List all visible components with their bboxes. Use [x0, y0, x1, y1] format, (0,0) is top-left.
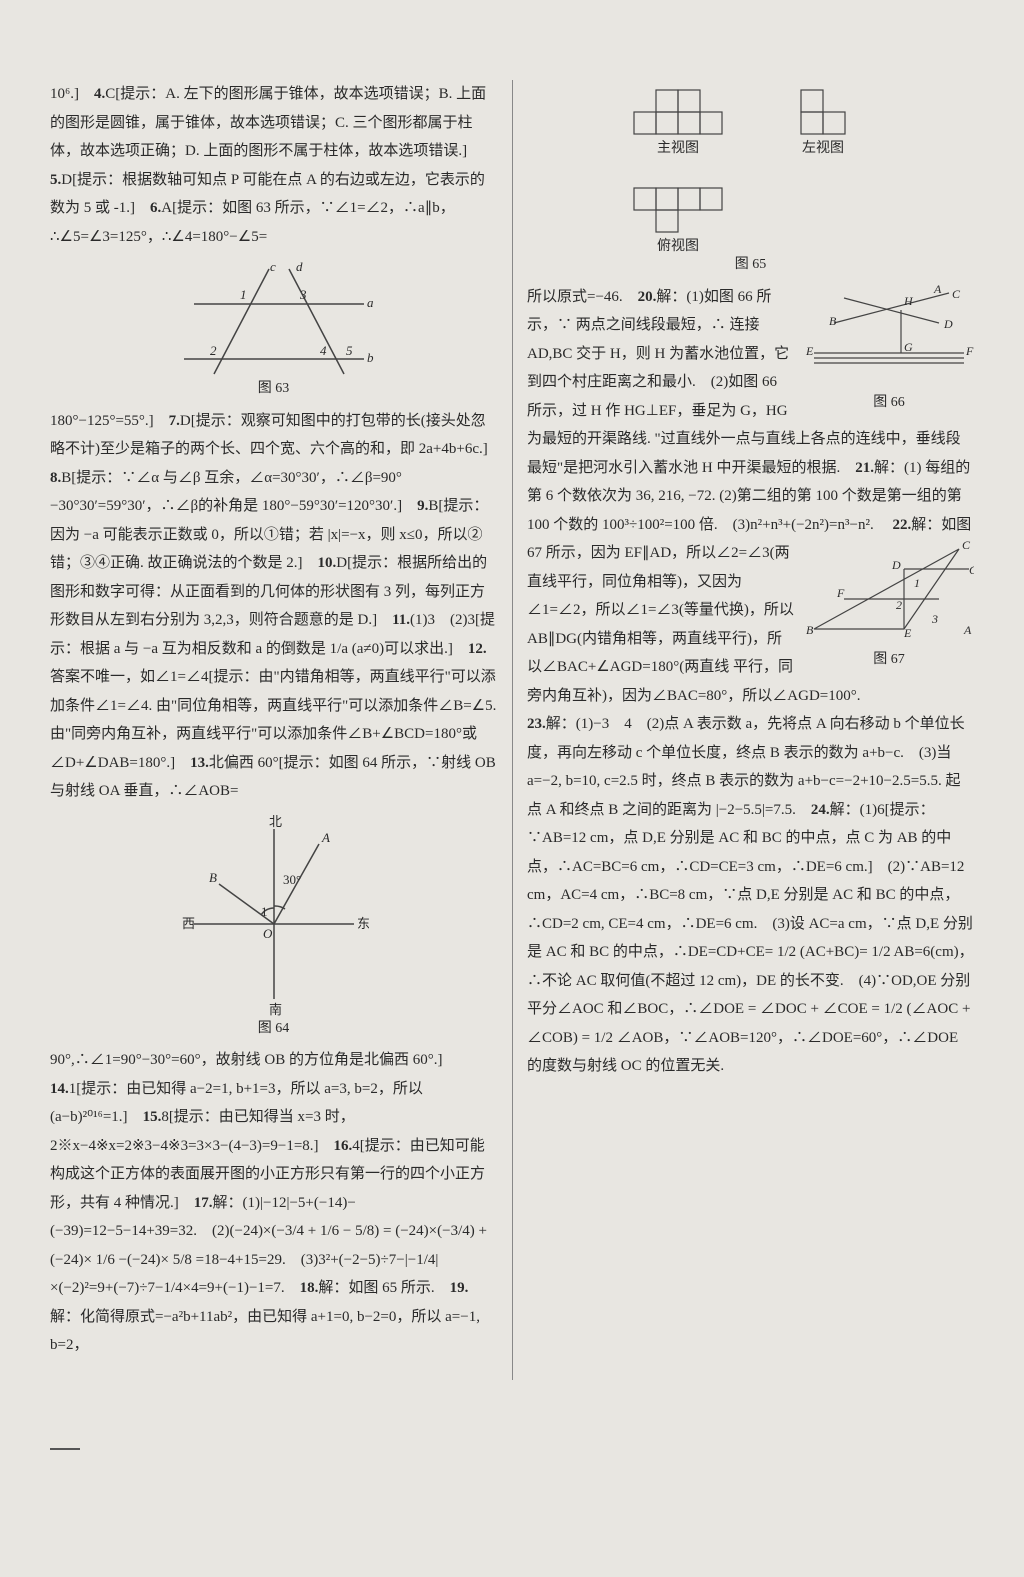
svg-text:d: d: [296, 259, 303, 274]
svg-text:D: D: [943, 317, 953, 331]
figure-65: 主视图 左视图 俯视图 图 65: [527, 80, 974, 275]
fig65-left-label: 左视图: [802, 140, 844, 156]
svg-text:1: 1: [261, 904, 268, 919]
svg-text:B: B: [829, 314, 837, 328]
q11-num: 11.: [392, 612, 410, 628]
q20-text: 解：(1)如图 66 所示，∵ 两点之间线段最短，∴ 连接 AD,BC 交于 H…: [527, 289, 789, 419]
fig65-top-label: 俯视图: [657, 238, 699, 254]
q8-text: B[提示：∵∠α 与∠β 互余，∠α=30°30′，∴∠β=90°−30°30′…: [50, 470, 417, 515]
svg-text:H: H: [903, 294, 914, 308]
svg-text:B: B: [806, 623, 814, 637]
svg-text:2: 2: [210, 343, 217, 358]
svg-text:F: F: [965, 344, 974, 358]
q4-text: C[提示：A. 左下的图形属于锥体，故本选项错误；B. 上面的图形是圆锥，属于锥…: [50, 86, 486, 159]
svg-text:3: 3: [299, 287, 307, 302]
figure-63: c d a b 1 3 2 4 5 图 63: [50, 259, 497, 399]
q7-num: 7.: [169, 413, 180, 429]
svg-text:G: G: [904, 340, 913, 354]
q6-num: 6.: [150, 200, 161, 216]
q12-num: 12.: [468, 641, 487, 657]
q17-num: 17.: [194, 1195, 213, 1211]
q24-num: 24.: [811, 802, 830, 818]
q21-num: 21.: [855, 460, 874, 476]
col1-text-3: 90°,∴∠1=90°−30°=60°，故射线 OB 的方位角是北偏西 60°.…: [50, 1052, 457, 1068]
figure-65-svg: 主视图 左视图 俯视图: [601, 80, 901, 255]
svg-text:1: 1: [240, 287, 247, 302]
q19-text: 解：化简得原式=−a²b+11ab²，由已知得 a+1=0, b−2=0，所以 …: [50, 1309, 480, 1354]
figure-65-caption: 图 65: [527, 255, 974, 275]
svg-text:东: 东: [357, 916, 369, 931]
figure-66-svg: A B C D E F G H: [804, 283, 974, 383]
q10-num: 10.: [318, 555, 337, 571]
svg-text:F: F: [836, 586, 845, 600]
svg-text:南: 南: [269, 1002, 282, 1017]
svg-text:30°: 30°: [283, 872, 301, 887]
figure-63-svg: c d a b 1 3 2 4 5: [174, 259, 374, 379]
col2-text-2: 所以原式=−46.: [527, 289, 638, 305]
q15-num: 15.: [143, 1109, 162, 1125]
svg-text:b: b: [367, 350, 374, 365]
fig65-main-label: 主视图: [657, 140, 699, 156]
svg-text:A: A: [321, 830, 330, 845]
q5-num: 5.: [50, 172, 61, 188]
q4-num: 4.: [94, 86, 105, 102]
figure-63-caption: 图 63: [50, 379, 497, 399]
figure-66-caption: 图 66: [804, 393, 974, 413]
page-footer-dash: [50, 1448, 80, 1450]
svg-text:4: 4: [320, 343, 327, 358]
figure-64-svg: 北南 西 东 A B O 30° 1: [179, 814, 369, 1019]
col1-text-2: 180°−125°=55°.]: [50, 413, 169, 429]
q14-num: 14.: [50, 1081, 69, 1097]
q16-num: 16.: [334, 1138, 353, 1154]
svg-text:G: G: [969, 563, 974, 577]
q13-num: 13.: [190, 755, 209, 771]
q20-num: 20.: [638, 289, 657, 305]
svg-text:E: E: [805, 344, 814, 358]
q9-num: 9.: [417, 498, 428, 514]
q22-num: 22.: [892, 517, 911, 533]
svg-text:B: B: [209, 870, 217, 885]
q19-num: 19.: [450, 1280, 469, 1296]
page-container: 10⁶.] 4.C[提示：A. 左下的图形属于锥体，故本选项错误；B. 上面的图…: [0, 0, 1024, 1440]
figure-67-caption: 图 67: [804, 650, 974, 670]
svg-text:5: 5: [346, 343, 353, 358]
svg-text:C: C: [962, 539, 971, 552]
svg-text:2: 2: [896, 598, 902, 612]
svg-text:a: a: [367, 295, 374, 310]
q24-text: 解：(1)6[提示：∵AB=12 cm，点 D,E 分别是 AC 和 BC 的中…: [527, 802, 974, 1075]
svg-text:D: D: [891, 558, 901, 572]
page-footer: [0, 1440, 1024, 1450]
q18-num: 18.: [300, 1280, 319, 1296]
svg-text:E: E: [903, 626, 912, 639]
figure-67: C B A D G E F 12 3 图 67: [804, 539, 974, 669]
figure-66: A B C D E F G H 图 66: [804, 283, 974, 413]
svg-text:O: O: [263, 926, 273, 941]
svg-text:北: 北: [269, 814, 282, 829]
figure-64: 北南 西 东 A B O 30° 1 图 64: [50, 814, 497, 1039]
svg-text:A: A: [933, 283, 942, 296]
svg-text:C: C: [952, 287, 961, 301]
svg-text:1: 1: [914, 576, 920, 590]
q23-num: 23.: [527, 716, 546, 732]
svg-text:3: 3: [931, 612, 938, 626]
col1-text-1: 10⁶.]: [50, 86, 94, 102]
svg-text:A: A: [963, 623, 972, 637]
q8-num: 8.: [50, 470, 61, 486]
q18-text: 解：如图 65 所示.: [318, 1280, 449, 1296]
svg-text:c: c: [270, 259, 276, 274]
figure-64-caption: 图 64: [50, 1019, 497, 1039]
figure-67-svg: C B A D G E F 12 3: [804, 539, 974, 639]
svg-text:西: 西: [182, 916, 195, 931]
